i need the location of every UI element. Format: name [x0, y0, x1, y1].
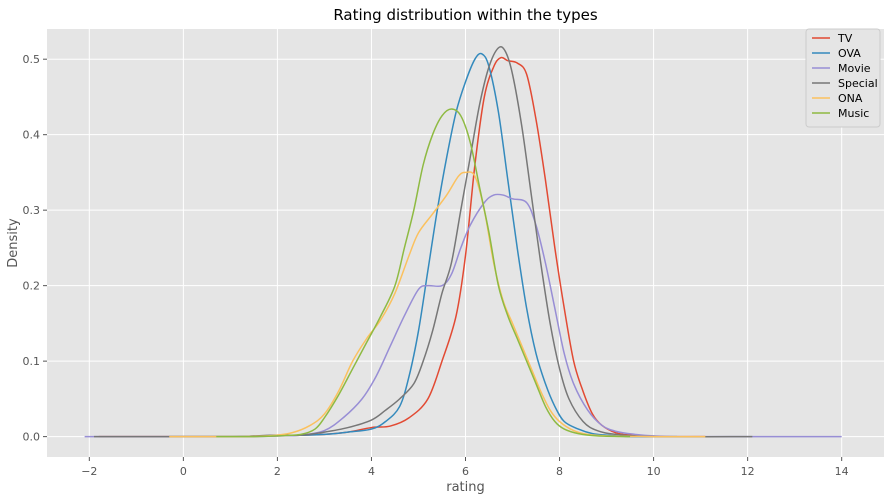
series-line-tv	[98, 56, 706, 438]
x-tick-label: 2	[274, 465, 281, 478]
y-tick-label: 0.1	[23, 355, 41, 368]
legend-label: Special	[838, 77, 878, 90]
series-lines	[84, 46, 842, 438]
series-line-music	[216, 108, 631, 438]
grid-lines	[47, 29, 884, 457]
series-line-movie	[84, 193, 842, 438]
legend-label: Movie	[838, 62, 871, 75]
legend-label: ONA	[838, 92, 863, 105]
y-tick-label: 0.0	[23, 431, 41, 444]
y-tick-label: 0.5	[23, 53, 41, 66]
x-axis-title: rating	[446, 480, 485, 495]
legend-label: Music	[838, 107, 869, 120]
legend-label: OVA	[838, 47, 861, 60]
x-tick-label: 6	[462, 465, 469, 478]
x-tick-label: 8	[556, 465, 563, 478]
y-tick-label: 0.3	[23, 204, 41, 217]
y-tick-label: 0.2	[23, 280, 41, 293]
legend-label: TV	[837, 32, 853, 45]
x-tick-label: 10	[647, 465, 661, 478]
chart-title: Rating distribution within the types	[333, 6, 598, 24]
x-tick-label: 4	[368, 465, 375, 478]
x-tick-label: 12	[741, 465, 755, 478]
series-line-ova	[169, 52, 678, 438]
y-tick-label: 0.4	[23, 129, 41, 142]
legend: TV OVA Movie Special ONA Music	[805, 28, 881, 128]
tick-layer: −2 0 2 4 6 8 10 12 14 0.0 0.1 0.2 0.3 0.4 0.5	[23, 53, 849, 478]
x-tick-label: 0	[180, 465, 187, 478]
x-tick-label: −2	[81, 465, 97, 478]
series-line-special	[94, 46, 753, 438]
legend-items: TV OVA Movie Special ONA Music	[812, 32, 878, 120]
y-axis-title: Density	[6, 218, 21, 268]
x-tick-label: 14	[835, 465, 849, 478]
series-line-ona	[169, 171, 706, 438]
